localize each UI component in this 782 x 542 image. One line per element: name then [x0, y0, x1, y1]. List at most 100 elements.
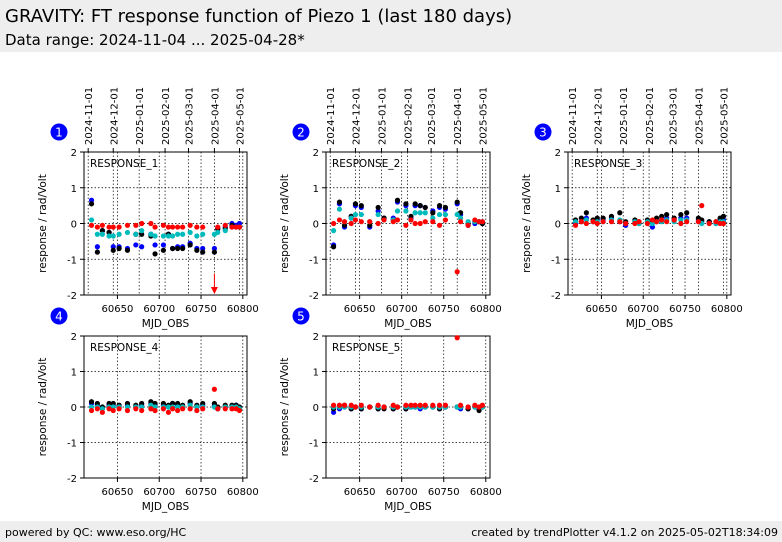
data-point-black — [617, 210, 623, 216]
data-point-red — [430, 402, 436, 408]
footer-bar: powered by QC: www.eso.org/HC created by… — [0, 521, 782, 542]
data-point-red — [632, 220, 638, 227]
data-point-red — [358, 219, 364, 225]
data-point-cyan — [124, 229, 131, 236]
data-point-red — [390, 402, 396, 408]
y-tick-label: 0 — [71, 403, 77, 414]
data-point-cyan — [175, 231, 181, 237]
data-point-red — [720, 220, 727, 227]
data-point-red — [608, 219, 615, 225]
y-tick-label: 1 — [313, 368, 319, 379]
x-axis-label: MJD_OBS — [384, 501, 432, 513]
x-tick-label: 60650 — [344, 304, 376, 315]
data-point-red — [341, 219, 348, 225]
data-point-cyan — [106, 233, 112, 239]
data-point-cyan — [465, 219, 471, 225]
x-tick-label: 60800 — [227, 487, 259, 498]
data-point-cyan — [678, 217, 684, 223]
data-point-cyan — [649, 220, 656, 227]
data-point-black — [330, 244, 337, 250]
data-point-black — [442, 204, 449, 211]
date-tick-label: 2025-01-01 — [619, 87, 630, 145]
data-point-cyan — [417, 210, 423, 216]
data-point-red — [124, 222, 131, 228]
panel-number: 4 — [55, 310, 63, 324]
data-point-red — [94, 406, 100, 412]
data-point-cyan — [403, 208, 409, 214]
data-point-red — [600, 219, 606, 225]
data-point-cyan — [215, 229, 221, 236]
data-point-red — [713, 219, 719, 225]
data-point-red — [358, 402, 364, 408]
data-point-red — [110, 224, 116, 230]
y-tick-label: -2 — [309, 474, 319, 485]
data-point-red — [341, 402, 348, 408]
date-tick-label: 2025-01-01 — [378, 87, 389, 145]
data-point-red — [623, 220, 629, 227]
data-point-red — [200, 224, 206, 230]
data-point-blue — [236, 220, 243, 227]
x-tick-label: 60650 — [586, 304, 618, 315]
x-axis-label: MJD_OBS — [626, 318, 674, 330]
panel-number-badge — [292, 307, 310, 325]
data-point-red — [194, 407, 200, 414]
data-point-red — [229, 224, 235, 230]
data-point-red — [211, 386, 217, 392]
data-point-black — [336, 199, 343, 205]
panel-number-badge — [292, 123, 310, 141]
data-point-blue — [152, 242, 158, 248]
data-point-cyan — [442, 211, 449, 218]
data-point-blue — [375, 208, 381, 214]
data-point-cyan — [375, 211, 381, 218]
data-point-black — [116, 245, 122, 252]
y-tick-label: 0 — [555, 220, 561, 231]
data-point-red — [160, 406, 167, 412]
data-point-red — [106, 224, 112, 230]
panel-number: 5 — [297, 310, 305, 324]
data-point-red — [236, 224, 243, 230]
data-point-red — [390, 219, 396, 225]
page-title: GRAVITY: FT response function of Piezo 1… — [5, 6, 513, 27]
data-point-cyan — [583, 217, 589, 223]
data-point-cyan — [394, 208, 401, 214]
data-point-black — [594, 215, 600, 221]
data-point-black — [187, 242, 193, 248]
data-point-red — [175, 407, 181, 414]
panel-number-badge — [50, 123, 68, 141]
panel-number: 1 — [55, 126, 63, 140]
data-point-red — [367, 219, 373, 225]
y-tick-label: 1 — [71, 184, 77, 195]
date-tick-label: 2025-04-01 — [453, 87, 464, 145]
data-point-red — [152, 407, 158, 414]
data-point-red — [148, 220, 154, 227]
data-point-red — [664, 219, 670, 225]
data-point-cyan — [348, 215, 354, 221]
data-point-red — [187, 222, 193, 228]
data-point-red — [412, 220, 418, 227]
data-point-blue — [133, 242, 139, 248]
panel-label: RESPONSE_1 — [90, 158, 158, 170]
data-point-blue — [88, 197, 95, 203]
panel-label: RESPONSE_3 — [574, 158, 642, 170]
data-point-red — [394, 217, 401, 223]
date-tick-label: 2025-03-01 — [184, 87, 195, 145]
y-tick-label: 1 — [313, 184, 319, 195]
data-point-red — [165, 409, 172, 415]
x-tick-label: 60700 — [143, 487, 175, 498]
data-point-cyan — [330, 228, 337, 234]
data-point-red — [644, 220, 651, 227]
data-point-black — [422, 204, 428, 211]
data-point-cyan — [358, 211, 364, 218]
data-point-red — [133, 406, 139, 412]
x-tick-label: 60800 — [470, 304, 502, 315]
data-point-cyan — [133, 231, 139, 237]
data-point-black — [139, 231, 145, 237]
data-point-black — [659, 213, 665, 219]
data-point-red — [330, 220, 337, 227]
date-tick-label: 2025-02-01 — [404, 87, 415, 145]
data-point-blue — [649, 224, 656, 230]
y-tick-label: -2 — [67, 474, 77, 485]
y-axis-label: response / rad/Volt — [37, 358, 49, 457]
outlier-point — [454, 269, 460, 275]
